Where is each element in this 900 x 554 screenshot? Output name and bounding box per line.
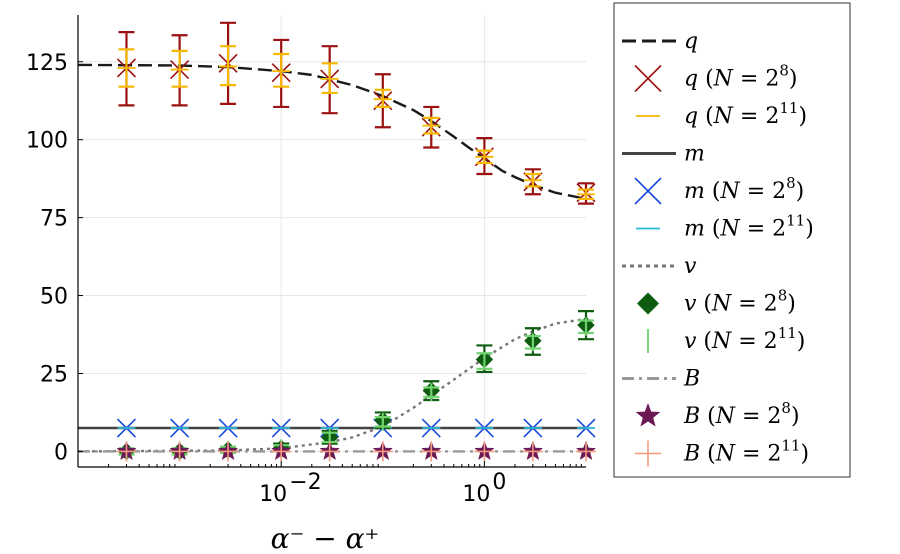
curve-v xyxy=(77,317,587,453)
y-tick-label: 0 xyxy=(54,440,68,465)
legend-item-b-n-2-11-: B (N = 211) xyxy=(635,437,809,467)
x-tick-exponent: 0 xyxy=(492,470,506,495)
legend-item-v-n-2-11-: v (N = 211) xyxy=(647,324,805,354)
legend-item-q-n-2-8-: q (N = 28) xyxy=(634,62,797,93)
legend-label: q (N = 211) xyxy=(684,99,807,129)
legend-label: m (N = 211) xyxy=(684,212,814,242)
y-tick-label: 25 xyxy=(40,362,68,387)
x-tick-label: 10 xyxy=(462,482,490,507)
legend-item-b-n-2-8-: B (N = 28) xyxy=(635,399,800,429)
legend-label: v (N = 28) xyxy=(684,287,796,317)
legend-item-b: B xyxy=(622,367,700,392)
legend-label: m xyxy=(684,142,705,167)
legend-marker-sample xyxy=(634,177,662,205)
y-tick-label: 100 xyxy=(26,129,68,154)
legend-label: v (N = 211) xyxy=(684,324,805,354)
point-b-n-2-11- xyxy=(372,441,393,462)
legend-label: B xyxy=(683,367,700,392)
point-b-n-2-11- xyxy=(169,441,190,462)
legend-item-v-n-2-8-: v (N = 28) xyxy=(637,287,796,317)
y-tick-label: 75 xyxy=(40,207,68,232)
legend-label: m (N = 28) xyxy=(684,174,804,204)
legend-box xyxy=(613,2,851,478)
x-tick-exponent: −2 xyxy=(289,470,321,495)
point-b-n-2-11- xyxy=(421,441,442,462)
legend-item-m-n-2-11-: m (N = 211) xyxy=(636,212,814,242)
legend-marker-sample xyxy=(637,292,659,315)
legend-label: B (N = 211) xyxy=(683,437,809,467)
legend-marker-sample xyxy=(634,64,662,93)
x-axis-label-text: α⁻ − α⁺ xyxy=(271,522,380,554)
point-b-n-2-11- xyxy=(218,441,239,462)
legend-item-q: q xyxy=(622,29,698,54)
x-axis-label: α⁻ − α⁺ xyxy=(271,522,380,554)
legend-item-v: v xyxy=(622,254,697,279)
legend-label: q xyxy=(684,29,698,54)
point-b-n-2-11- xyxy=(576,441,596,462)
legend-item-m: m xyxy=(622,142,705,167)
legend-label: B (N = 28) xyxy=(683,399,800,429)
legend: q q (N = 28) q (N = 211) m m (N = 28) m (N = … xyxy=(613,2,851,478)
plot-background xyxy=(78,15,586,467)
x-tick-label: 10 xyxy=(259,482,287,507)
legend-label: q (N = 28) xyxy=(684,62,797,92)
legend-item-m-n-2-8-: m (N = 28) xyxy=(634,174,804,205)
point-b-n-2-11- xyxy=(474,441,495,462)
legend-marker-sample xyxy=(635,440,661,467)
point-b-n-2-11- xyxy=(522,441,543,462)
y-tick-label: 125 xyxy=(26,51,68,76)
point-b-n-2-11- xyxy=(116,441,137,462)
data-markers xyxy=(116,21,597,462)
legend-item-q-n-2-11-: q (N = 211) xyxy=(636,99,807,129)
legend-marker-sample xyxy=(635,403,661,427)
point-b-n-2-11- xyxy=(319,441,340,462)
legend-label: v xyxy=(684,254,697,279)
point-b-n-2-11- xyxy=(271,441,292,462)
y-tick-label: 50 xyxy=(40,285,68,310)
